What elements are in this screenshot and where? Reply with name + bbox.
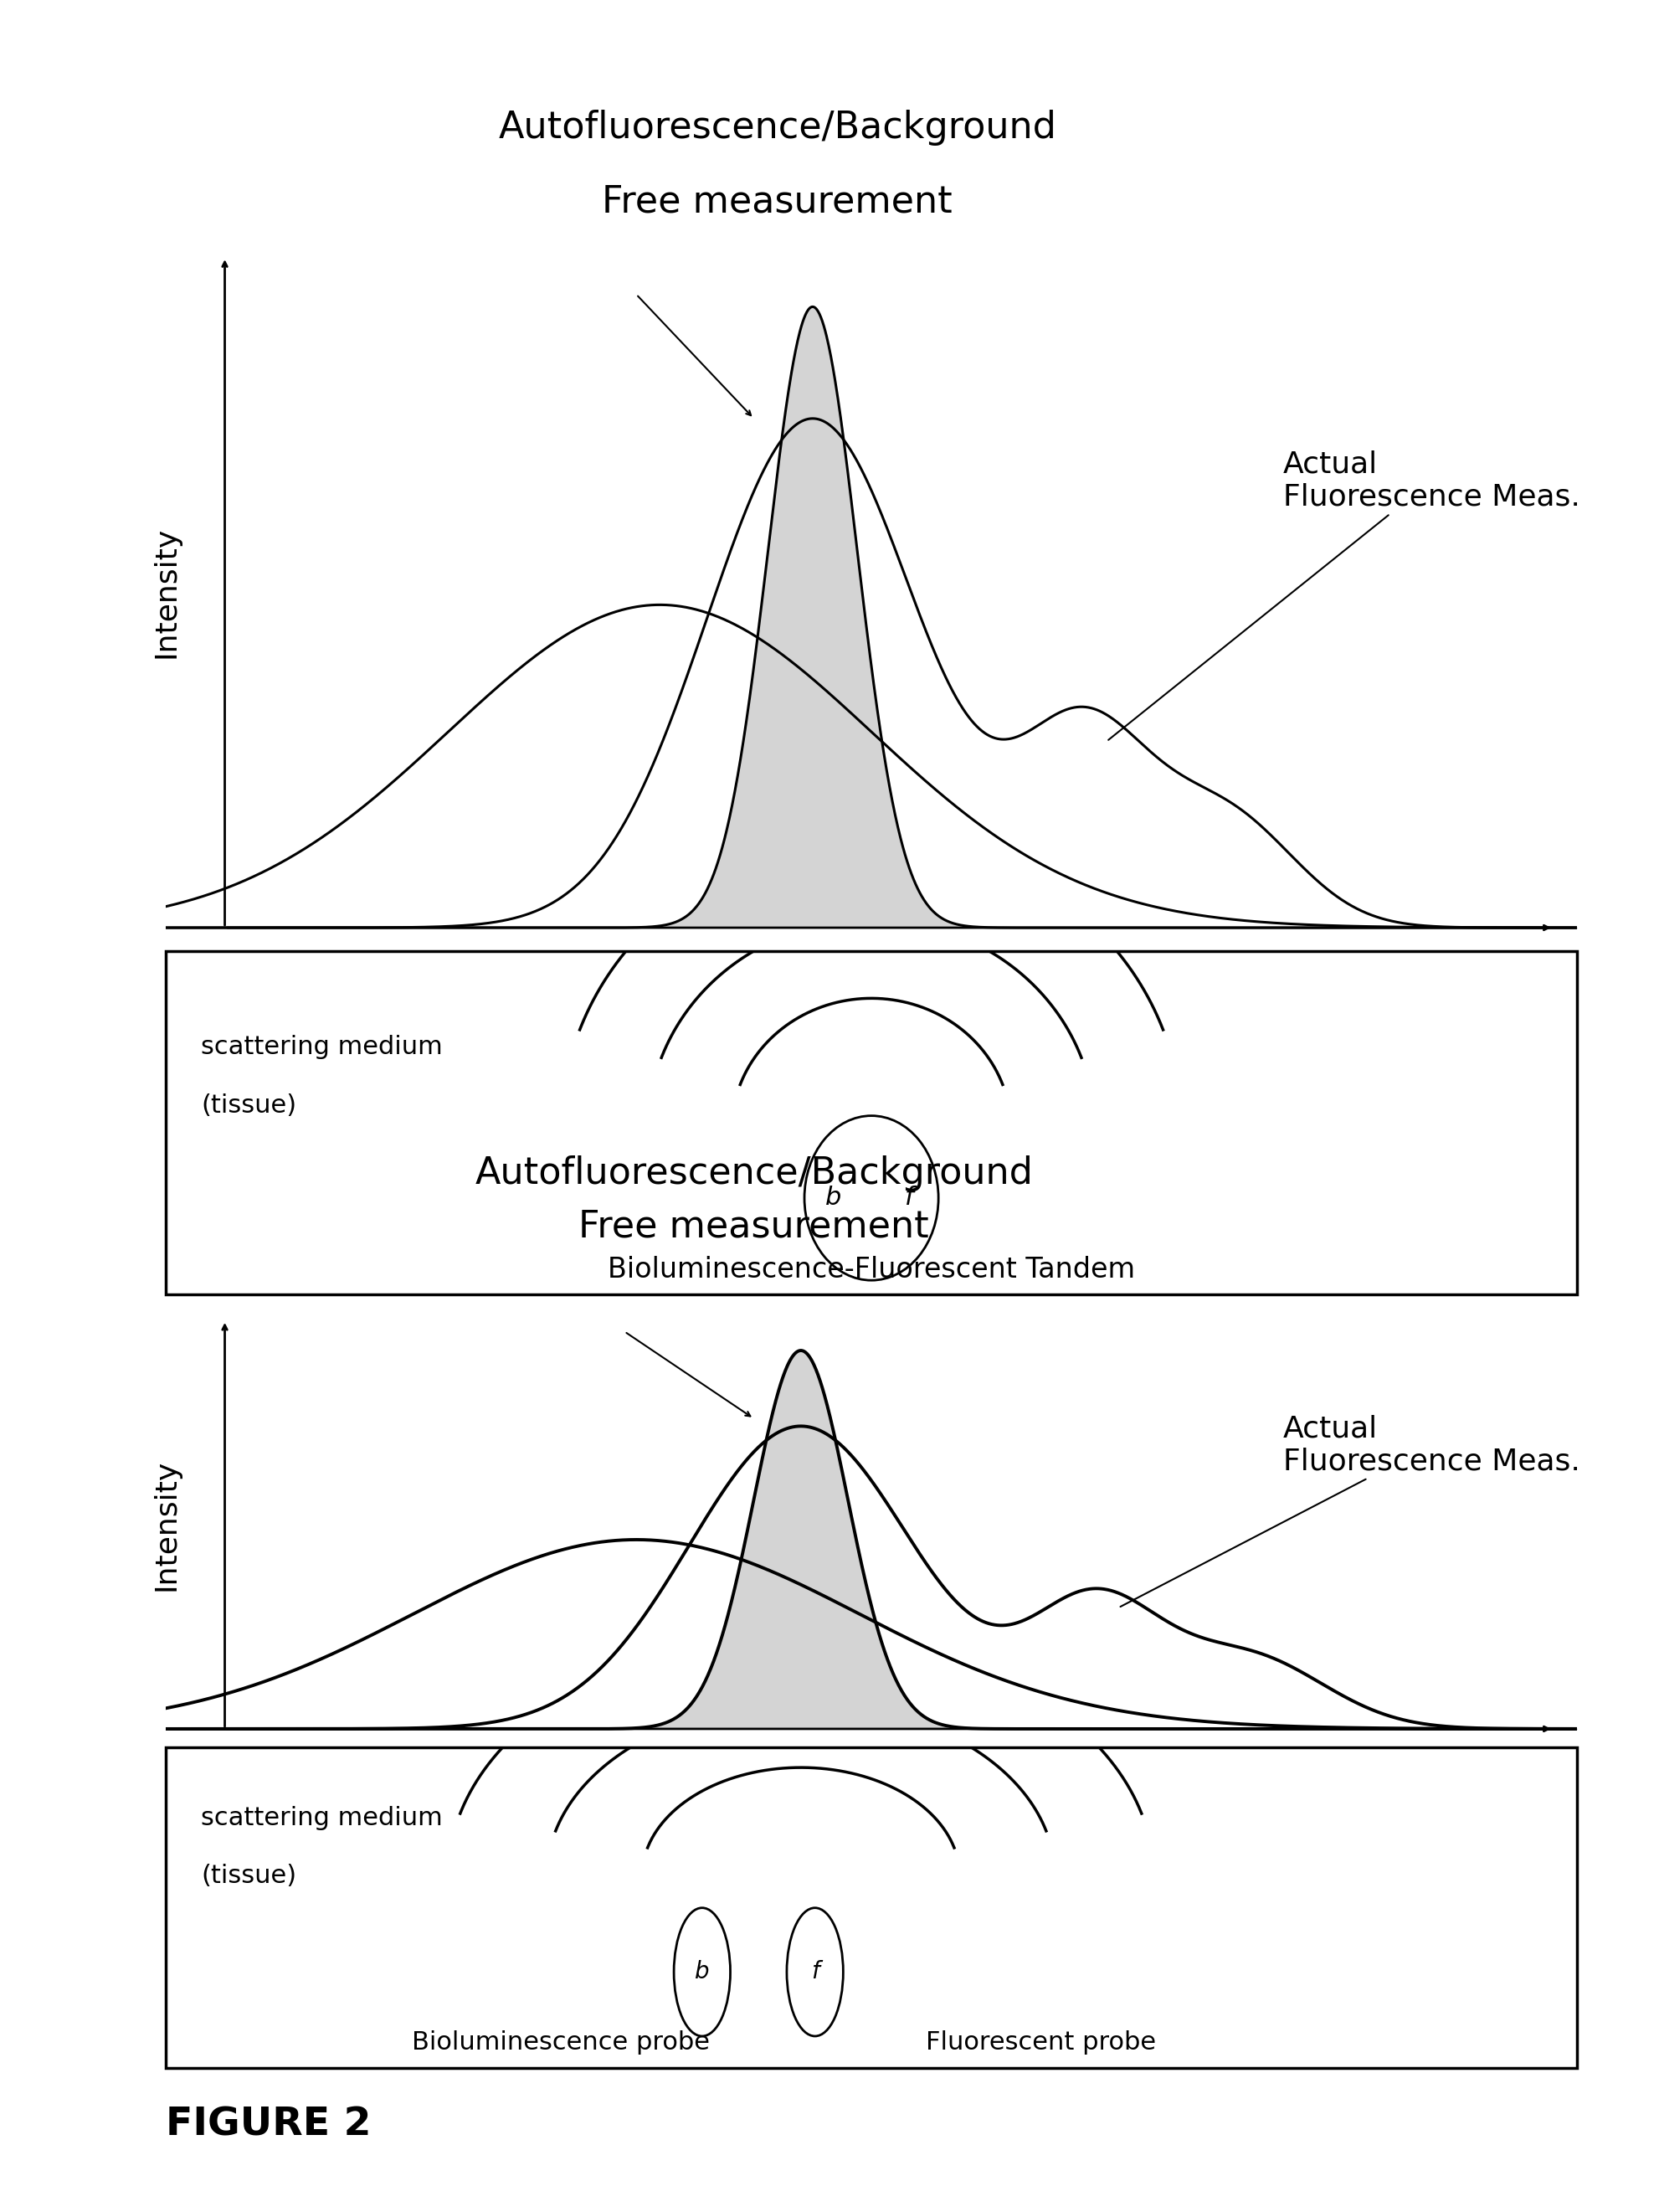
Text: f: f	[811, 1960, 818, 1984]
Text: b: b	[695, 1960, 708, 1984]
Text: (tissue): (tissue)	[201, 1093, 297, 1117]
Text: scattering medium: scattering medium	[201, 1805, 443, 1829]
Text: (tissue): (tissue)	[201, 1865, 297, 1887]
Text: Bioluminescence probe: Bioluminescence probe	[411, 2031, 710, 2055]
Text: Intensity: Intensity	[151, 1458, 181, 1590]
Circle shape	[674, 1907, 730, 2035]
Text: scattering medium: scattering medium	[201, 1035, 443, 1060]
Text: Free measurement: Free measurement	[602, 184, 952, 219]
Text: Free measurement: Free measurement	[579, 1208, 929, 1245]
Circle shape	[786, 1907, 843, 2035]
Text: Autofluorescence/Background: Autofluorescence/Background	[498, 108, 1055, 146]
Text: b: b	[825, 1186, 841, 1210]
Text: Actual
Fluorescence Meas.: Actual Fluorescence Meas.	[1108, 449, 1579, 741]
Text: Actual
Fluorescence Meas.: Actual Fluorescence Meas.	[1120, 1413, 1579, 1606]
Text: Intensity: Intensity	[151, 526, 181, 659]
Ellipse shape	[805, 1115, 937, 1281]
Text: f: f	[904, 1186, 914, 1210]
Text: FIGURE 2: FIGURE 2	[166, 2106, 372, 2143]
Text: Fluorescent probe: Fluorescent probe	[926, 2031, 1155, 2055]
Text: Bioluminescence-Fluorescent Tandem: Bioluminescence-Fluorescent Tandem	[607, 1256, 1135, 1283]
Text: Autofluorescence/Background: Autofluorescence/Background	[474, 1155, 1032, 1192]
